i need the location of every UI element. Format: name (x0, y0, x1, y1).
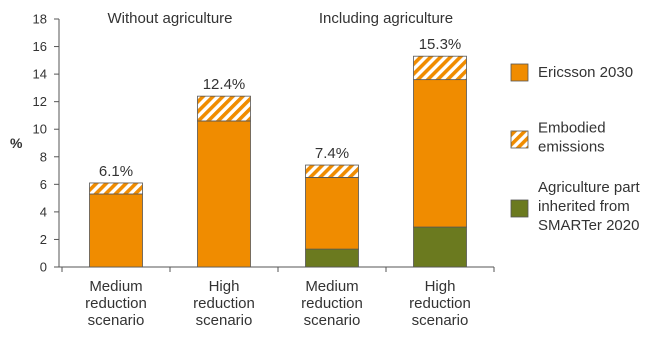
bar-segment (305, 164, 359, 178)
y-tick-label: 8 (40, 149, 47, 164)
x-category-label-line: High (209, 278, 240, 295)
x-category-label-line: reduction (301, 295, 363, 312)
legend-swatch (510, 63, 529, 82)
legend-label: Ericsson 2030 (538, 64, 633, 81)
y-tick-label: 2 (40, 232, 47, 247)
y-tick-label: 4 (40, 204, 47, 219)
bar-total-label: 6.1% (99, 163, 133, 180)
y-tick-label: 16 (33, 39, 47, 54)
legend-label-line: Embodied (538, 120, 606, 137)
x-category-label-line: reduction (85, 295, 147, 312)
legend-label: Agriculture part inherited from SMARTer 20… (538, 179, 641, 234)
legend: Ericsson 2030 Embodied emissions Agricultur… (510, 63, 641, 234)
x-category-label-line: High (425, 278, 456, 295)
legend-label-line: SMARTer 2020 (538, 217, 639, 234)
bar-segment (413, 55, 467, 81)
bar-segment (197, 95, 251, 122)
y-tick-label: 10 (33, 122, 47, 137)
y-tick-label: 12 (33, 94, 47, 109)
legend-label-line: inherited from (538, 198, 630, 215)
legend-label-line: emissions (538, 139, 605, 156)
bar-segment (89, 193, 143, 268)
y-tick-label: 14 (33, 67, 47, 82)
bar-segment (413, 226, 467, 268)
legend-swatch (510, 199, 529, 218)
x-category-label: High reduction scenario (193, 278, 255, 329)
x-category-label-line: reduction (409, 295, 471, 312)
legend-label: Embodied emissions (538, 120, 606, 156)
group-label: Without agriculture (107, 10, 232, 27)
y-tick-label: 18 (33, 12, 47, 27)
x-category-label-line: Medium (89, 278, 142, 295)
bar-total-label: 7.4% (315, 145, 349, 162)
legend-label-line: Agriculture part (538, 179, 641, 196)
bar-total-label: 12.4% (203, 76, 246, 93)
legend-swatch (510, 130, 529, 149)
legend-label-line: Ericsson 2030 (538, 64, 633, 81)
x-category-label-line: reduction (193, 295, 255, 312)
bar-segment (413, 79, 467, 228)
x-category-label-line: scenario (304, 312, 361, 329)
x-category-label-line: Medium (305, 278, 358, 295)
bar-segment (305, 177, 359, 250)
group-label: Including agriculture (319, 10, 453, 27)
bar-segment (197, 120, 251, 268)
x-category-label-line: scenario (412, 312, 469, 329)
x-category-label-line: scenario (88, 312, 145, 329)
x-category-label-line: scenario (196, 312, 253, 329)
y-tick-label: 0 (40, 260, 47, 275)
y-tick-label: 6 (40, 177, 47, 192)
x-category-label: Medium reduction scenario (301, 278, 363, 329)
bar-segment (89, 182, 143, 195)
y-axis-label: % (10, 135, 23, 151)
bar-segment (305, 248, 359, 268)
x-category-label: Medium reduction scenario (85, 278, 147, 329)
bar-total-label: 15.3% (419, 36, 462, 53)
x-category-label: High reduction scenario (409, 278, 471, 329)
